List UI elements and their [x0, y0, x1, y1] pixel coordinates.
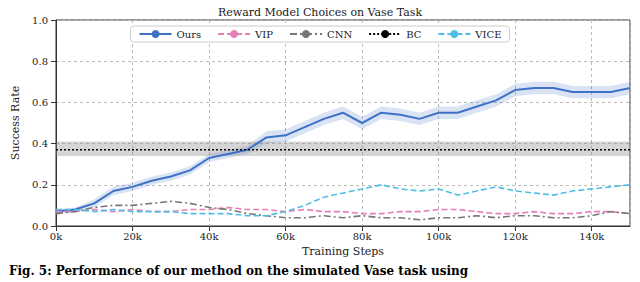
svg-text:VIP: VIP: [254, 29, 273, 40]
svg-text:1.0: 1.0: [32, 15, 48, 26]
svg-text:Success Rate: Success Rate: [9, 86, 22, 160]
svg-text:80k: 80k: [353, 231, 373, 242]
svg-text:60k: 60k: [276, 231, 296, 242]
svg-text:CNN: CNN: [327, 29, 352, 40]
svg-text:Reward Model Choices on Vase T: Reward Model Choices on Vase Task: [218, 6, 423, 19]
svg-text:120k: 120k: [503, 231, 529, 242]
svg-text:BC: BC: [406, 29, 422, 40]
svg-text:140k: 140k: [579, 231, 605, 242]
svg-text:Ours: Ours: [177, 29, 202, 40]
svg-text:20k: 20k: [123, 231, 143, 242]
svg-text:100k: 100k: [426, 231, 452, 242]
svg-text:0k: 0k: [50, 231, 63, 242]
svg-text:0.0: 0.0: [32, 221, 48, 232]
svg-text:0.2: 0.2: [32, 179, 48, 190]
svg-text:Training Steps: Training Steps: [302, 245, 384, 258]
svg-text:40k: 40k: [200, 231, 220, 242]
svg-text:0.4: 0.4: [32, 138, 48, 149]
svg-text:Fig. 5: Performance of our met: Fig. 5: Performance of our method on the…: [9, 264, 469, 278]
svg-text:VICE: VICE: [474, 29, 501, 40]
svg-text:0.8: 0.8: [32, 56, 48, 67]
svg-text:0.6: 0.6: [32, 97, 48, 108]
